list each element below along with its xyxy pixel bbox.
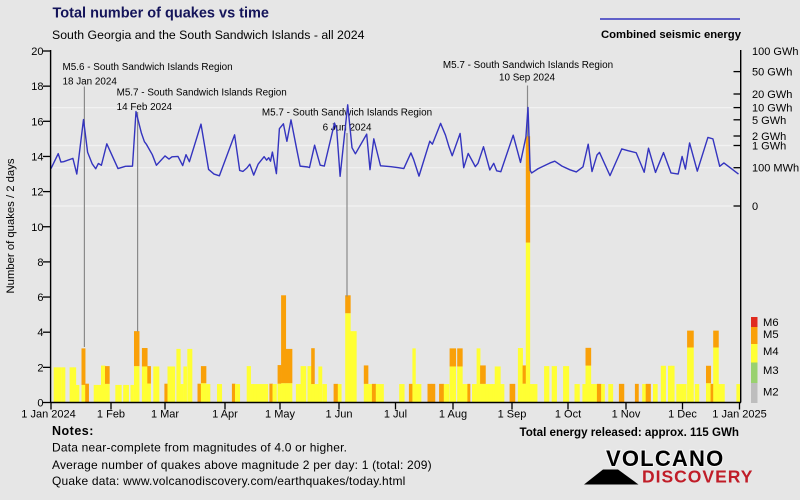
svg-text:0: 0 — [37, 398, 43, 410]
svg-text:Average number of quakes above: Average number of quakes above magnitude… — [52, 458, 432, 472]
svg-text:1 Mar: 1 Mar — [151, 409, 179, 421]
svg-text:10 GWh: 10 GWh — [752, 103, 792, 115]
svg-text:1 Jan 2024: 1 Jan 2024 — [21, 409, 75, 421]
svg-text:1 GWh: 1 GWh — [752, 141, 786, 153]
svg-text:M6: M6 — [763, 317, 779, 329]
svg-text:DISCOVERY: DISCOVERY — [642, 467, 753, 487]
svg-text:1 Dec: 1 Dec — [668, 409, 697, 421]
svg-text:16: 16 — [31, 116, 43, 128]
svg-text:Number of quakes / 2 days: Number of quakes / 2 days — [5, 158, 17, 293]
svg-text:8: 8 — [37, 257, 43, 269]
svg-text:M5.6 - South Sandwich Islands: M5.6 - South Sandwich Islands Region — [63, 62, 233, 73]
svg-text:M4: M4 — [763, 346, 779, 358]
svg-text:Quake data: www.volcanodiscove: Quake data: www.volcanodiscovery.com/ear… — [52, 474, 406, 488]
svg-text:10 Sep 2024: 10 Sep 2024 — [499, 73, 556, 84]
svg-text:14 Feb 2024: 14 Feb 2024 — [117, 102, 173, 113]
svg-text:20 GWh: 20 GWh — [752, 89, 792, 101]
svg-text:5 GWh: 5 GWh — [752, 115, 786, 127]
svg-text:100 GWh: 100 GWh — [752, 46, 798, 58]
svg-text:VOLCANO: VOLCANO — [606, 446, 724, 471]
svg-text:18: 18 — [31, 81, 43, 93]
svg-text:Data near-complete from magnit: Data near-complete from magnitudes of 4.… — [52, 441, 347, 455]
svg-text:Total number of quakes vs time: Total number of quakes vs time — [53, 6, 269, 22]
svg-text:1 Jan 2025: 1 Jan 2025 — [712, 409, 766, 421]
svg-text:12: 12 — [31, 187, 43, 199]
svg-text:Total energy released: approx.: Total energy released: approx. 115 GWh — [520, 426, 740, 439]
svg-text:18 Jan 2024: 18 Jan 2024 — [63, 76, 118, 87]
svg-text:6 Jun 2024: 6 Jun 2024 — [323, 123, 372, 134]
svg-text:Notes:: Notes: — [52, 424, 94, 438]
svg-text:1 May: 1 May — [265, 409, 295, 421]
svg-text:1 Aug: 1 Aug — [439, 409, 467, 421]
svg-text:1 Feb: 1 Feb — [97, 409, 125, 421]
svg-text:1 Jun: 1 Jun — [326, 409, 353, 421]
svg-text:1 Oct: 1 Oct — [555, 409, 581, 421]
svg-text:50 GWh: 50 GWh — [752, 67, 792, 79]
svg-text:4: 4 — [37, 327, 43, 339]
svg-text:South Georgia and the South Sa: South Georgia and the South Sandwich Isl… — [52, 28, 365, 42]
svg-text:2: 2 — [37, 362, 43, 374]
svg-text:20: 20 — [31, 46, 43, 58]
svg-text:1 Jul: 1 Jul — [384, 409, 407, 421]
svg-text:6: 6 — [37, 292, 43, 304]
svg-text:M5.7 - South Sandwich Islands: M5.7 - South Sandwich Islands Region — [443, 60, 613, 71]
svg-text:M5: M5 — [763, 329, 779, 341]
svg-text:2 GWh: 2 GWh — [752, 131, 786, 143]
svg-text:M2: M2 — [763, 387, 779, 399]
svg-text:M3: M3 — [763, 365, 779, 377]
svg-text:1 Sep: 1 Sep — [498, 409, 527, 421]
svg-text:M5.7 - South Sandwich Islands: M5.7 - South Sandwich Islands Region — [117, 88, 287, 99]
svg-text:1 Apr: 1 Apr — [212, 409, 238, 421]
svg-text:Combined seismic energy: Combined seismic energy — [601, 29, 742, 41]
svg-text:0: 0 — [752, 201, 758, 213]
svg-text:100 MWh: 100 MWh — [752, 163, 799, 175]
svg-text:1 Nov: 1 Nov — [612, 409, 641, 421]
svg-text:10: 10 — [31, 222, 43, 234]
svg-text:14: 14 — [31, 151, 43, 163]
